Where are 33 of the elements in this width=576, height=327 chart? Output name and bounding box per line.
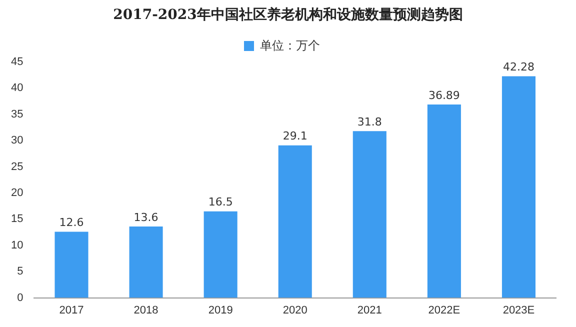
bar bbox=[352, 131, 386, 298]
x-tick-label: 2019 bbox=[208, 304, 233, 316]
data-label: 13.6 bbox=[134, 210, 158, 224]
x-tick-label: 2018 bbox=[134, 304, 158, 316]
y-tick-label: 45 bbox=[10, 56, 24, 68]
bar bbox=[427, 104, 461, 298]
data-label: 31.8 bbox=[357, 116, 382, 129]
x-tick-label: 2022E bbox=[428, 304, 460, 316]
bar bbox=[129, 226, 163, 298]
data-label: 29.1 bbox=[282, 130, 308, 143]
data-label: 36.89 bbox=[428, 88, 460, 102]
y-tick-label: 40 bbox=[10, 82, 24, 94]
x-tick-label: 2021 bbox=[357, 304, 382, 316]
y-tick-label: 35 bbox=[10, 108, 24, 120]
legend-label: 单位：万个 bbox=[260, 38, 320, 52]
data-label: 42.28 bbox=[502, 60, 534, 74]
x-tick-label: 2023E bbox=[502, 304, 535, 316]
y-tick-label: 25 bbox=[10, 160, 24, 173]
bar bbox=[278, 145, 312, 298]
data-label: 12.6 bbox=[59, 216, 84, 230]
data-label: 16.5 bbox=[208, 196, 233, 209]
y-tick-label: 0 bbox=[17, 292, 24, 304]
bar bbox=[54, 232, 88, 298]
y-tick-label: 30 bbox=[10, 134, 24, 147]
bar bbox=[502, 76, 536, 298]
y-tick-label: 10 bbox=[10, 239, 24, 252]
x-tick-label: 2017 bbox=[59, 304, 84, 316]
bar bbox=[204, 211, 238, 298]
x-tick-label: 2020 bbox=[282, 304, 308, 316]
y-tick-label: 5 bbox=[17, 266, 24, 278]
chart-title: 2017-2023年中国社区养老机构和设施数量预测趋势图 bbox=[112, 6, 464, 24]
y-tick-label: 20 bbox=[10, 187, 24, 200]
y-tick-label: 15 bbox=[10, 213, 24, 226]
